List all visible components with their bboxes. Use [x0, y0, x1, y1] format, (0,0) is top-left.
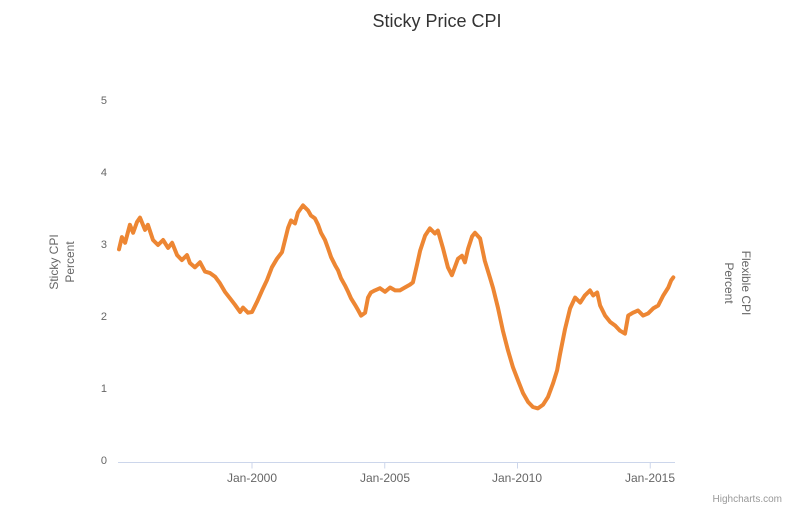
x-axis-tick-jan-2000: Jan-2000 — [226, 471, 278, 485]
x-axis-tick-marks — [251, 462, 651, 469]
x-axis-tick-jan-2005: Jan-2005 — [359, 471, 411, 485]
y-axis-tick-0: 0 — [100, 455, 107, 467]
sticky-cpi-series-line — [117, 203, 676, 411]
y-axis-tick-3: 3 — [100, 239, 107, 251]
highcharts-credits-link[interactable]: Highcharts.com — [712, 494, 782, 505]
y-axis-tick-1: 1 — [100, 383, 107, 395]
y-axis-tick-2: 2 — [100, 311, 107, 323]
y-axis-tick-5: 5 — [100, 95, 107, 107]
x-axis-tick-jan-2015: Jan-2015 — [624, 471, 676, 485]
chart-title: Sticky Price CPI — [372, 11, 502, 31]
y-axis-tick-4: 4 — [100, 167, 107, 179]
x-axis-tick-jan-2010: Jan-2010 — [491, 471, 543, 485]
